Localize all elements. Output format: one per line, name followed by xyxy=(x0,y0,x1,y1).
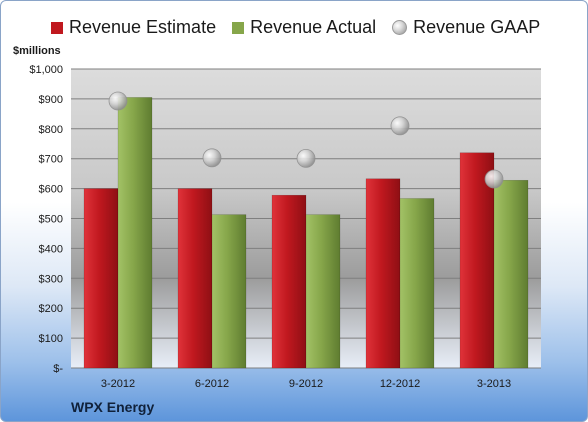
y-tick-label: $700 xyxy=(39,154,63,166)
y-tick-label: $300 xyxy=(39,273,63,285)
bar-revenue-actual xyxy=(211,214,247,369)
x-tick-label: 12-2012 xyxy=(380,378,420,390)
y-tick-label: $600 xyxy=(39,184,63,196)
legend-item-revenue-gaap: Revenue GAAP xyxy=(392,17,540,38)
legend: Revenue Estimate Revenue Actual Revenue … xyxy=(51,17,556,38)
y-tick-label: $900 xyxy=(39,94,63,106)
bar-revenue-actual xyxy=(305,214,341,369)
bar-revenue-actual xyxy=(399,198,435,369)
y-tick-label: $100 xyxy=(39,333,63,345)
marker-revenue-gaap xyxy=(202,148,222,168)
x-tick-label: 9-2012 xyxy=(289,378,323,390)
legend-swatch-revenue-estimate xyxy=(51,21,63,34)
bar-revenue-estimate xyxy=(365,178,401,369)
y-tick-label: $800 xyxy=(39,124,63,136)
x-tick-label: 6-2012 xyxy=(195,378,229,390)
marker-revenue-gaap xyxy=(484,169,504,189)
y-tick-label: $- xyxy=(53,363,63,375)
marker-revenue-gaap xyxy=(108,91,128,111)
y-tick-label: $500 xyxy=(39,214,63,226)
x-tick-label: 3-2013 xyxy=(477,378,511,390)
marker-revenue-gaap xyxy=(296,149,316,168)
legend-marker-revenue-gaap xyxy=(392,20,408,35)
bar-revenue-actual xyxy=(493,179,529,369)
legend-label-revenue-actual: Revenue Actual xyxy=(250,17,377,37)
marker-revenue-gaap xyxy=(390,116,410,136)
legend-item-revenue-actual: Revenue Actual xyxy=(232,17,376,38)
y-tick-label: $200 xyxy=(39,303,63,315)
bar-revenue-estimate xyxy=(271,194,307,369)
y-tick-label: $1,000 xyxy=(29,64,63,76)
legend-label-revenue-gaap: Revenue GAAP xyxy=(413,17,541,37)
company-name: WPX Energy xyxy=(71,399,155,415)
y-axis-unit-label: $millions xyxy=(13,45,61,57)
bar-revenue-estimate xyxy=(177,188,213,369)
bar-revenue-actual xyxy=(117,97,153,369)
legend-swatch-revenue-actual xyxy=(232,21,245,34)
bar-revenue-estimate xyxy=(83,188,119,369)
legend-item-revenue-estimate: Revenue Estimate xyxy=(51,17,216,38)
y-tick-label: $400 xyxy=(39,243,63,255)
legend-label-revenue-estimate: Revenue Estimate xyxy=(69,17,217,37)
x-tick-label: 3-2012 xyxy=(101,378,135,390)
